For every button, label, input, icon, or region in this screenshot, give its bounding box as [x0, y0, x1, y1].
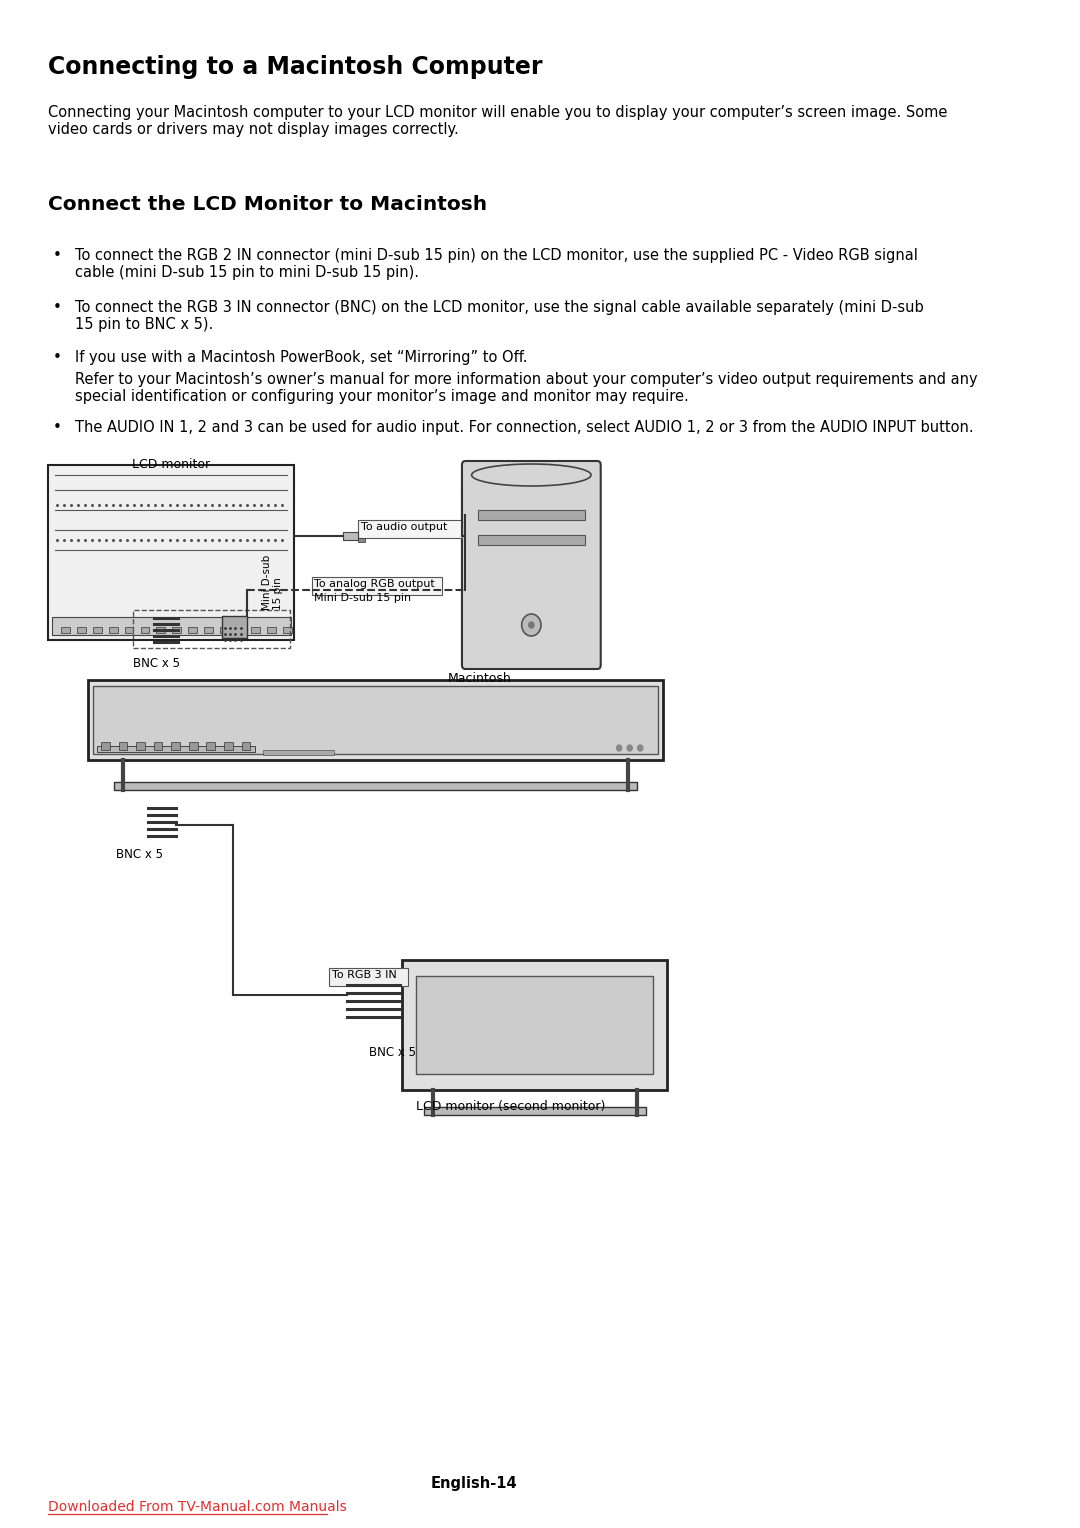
Bar [114, 782, 637, 790]
Bar [188, 626, 197, 633]
Circle shape [637, 746, 643, 750]
Text: To connect the RGB 2 IN connector (mini D-sub 15 pin) on the LCD monitor, use th: To connect the RGB 2 IN connector (mini … [75, 248, 918, 281]
Text: English-14: English-14 [431, 1476, 517, 1491]
Bar [204, 626, 213, 633]
Bar [342, 532, 359, 539]
Bar [189, 743, 198, 750]
Text: To connect the RGB 3 IN connector (BNC) on the LCD monitor, use the signal cable: To connect the RGB 3 IN connector (BNC) … [75, 299, 923, 333]
Bar [140, 626, 149, 633]
Text: Connecting to a Macintosh Computer: Connecting to a Macintosh Computer [49, 55, 543, 79]
FancyBboxPatch shape [462, 461, 600, 669]
Text: To audio output: To audio output [361, 523, 447, 532]
Bar [402, 960, 667, 1089]
Text: If you use with a Macintosh PowerBook, set “Mirroring” to Off.: If you use with a Macintosh PowerBook, s… [75, 350, 527, 365]
Bar [52, 617, 291, 636]
Bar [206, 743, 215, 750]
Bar [242, 743, 251, 750]
Bar [312, 578, 442, 594]
Bar [102, 743, 110, 750]
Circle shape [529, 622, 534, 628]
Text: Mini D-sub 15 pin: Mini D-sub 15 pin [313, 593, 410, 604]
Text: Mini D-sub
15 pin: Mini D-sub 15 pin [261, 555, 283, 610]
Bar [119, 743, 127, 750]
Circle shape [522, 614, 541, 636]
Bar [93, 626, 102, 633]
Bar [329, 969, 408, 986]
Bar [93, 686, 658, 753]
Text: To analog RGB output: To analog RGB output [313, 579, 434, 588]
Bar [219, 626, 228, 633]
Text: LCD monitor: LCD monitor [132, 458, 210, 471]
Text: BNC x 5: BNC x 5 [116, 848, 163, 860]
Bar [264, 750, 334, 755]
Text: •: • [53, 350, 62, 365]
Text: Connect the LCD Monitor to Macintosh: Connect the LCD Monitor to Macintosh [49, 196, 487, 214]
Bar [424, 1106, 646, 1115]
Bar [283, 626, 292, 633]
Bar [157, 626, 165, 633]
Bar [222, 616, 247, 639]
Bar [87, 680, 663, 759]
Text: •: • [53, 299, 62, 315]
Bar [477, 510, 585, 520]
Ellipse shape [472, 465, 591, 486]
Bar [78, 626, 86, 633]
Bar [235, 626, 244, 633]
Bar [134, 610, 289, 648]
Text: •: • [53, 248, 62, 263]
Text: Downloaded From TV-Manual.com Manuals: Downloaded From TV-Manual.com Manuals [49, 1500, 347, 1514]
Circle shape [617, 746, 622, 750]
Text: LCD monitor (second monitor): LCD monitor (second monitor) [416, 1100, 606, 1112]
Text: The AUDIO IN 1, 2 and 3 can be used for audio input. For connection, select AUDI: The AUDIO IN 1, 2 and 3 can be used for … [75, 420, 973, 435]
Bar [49, 465, 294, 640]
Bar [136, 743, 145, 750]
Bar [172, 743, 180, 750]
Bar [224, 743, 232, 750]
Bar [109, 626, 118, 633]
Bar [359, 538, 365, 542]
Text: BNC x 5: BNC x 5 [369, 1047, 416, 1059]
Bar [267, 626, 275, 633]
Bar [416, 976, 653, 1074]
Text: Macintosh: Macintosh [448, 672, 512, 685]
Text: To RGB 3 IN: To RGB 3 IN [332, 970, 396, 979]
Bar [252, 626, 260, 633]
Text: Refer to your Macintosh’s owner’s manual for more information about your compute: Refer to your Macintosh’s owner’s manual… [75, 371, 977, 405]
Circle shape [627, 746, 632, 750]
Text: •: • [53, 420, 62, 435]
Bar [124, 626, 134, 633]
Text: BNC x 5: BNC x 5 [134, 657, 180, 669]
Bar [96, 746, 255, 752]
Text: Connecting your Macintosh computer to your LCD monitor will enable you to displa: Connecting your Macintosh computer to yo… [49, 105, 947, 138]
Bar [172, 626, 181, 633]
Bar [153, 743, 162, 750]
Bar [477, 535, 585, 545]
Bar [62, 626, 70, 633]
Bar [359, 520, 462, 538]
